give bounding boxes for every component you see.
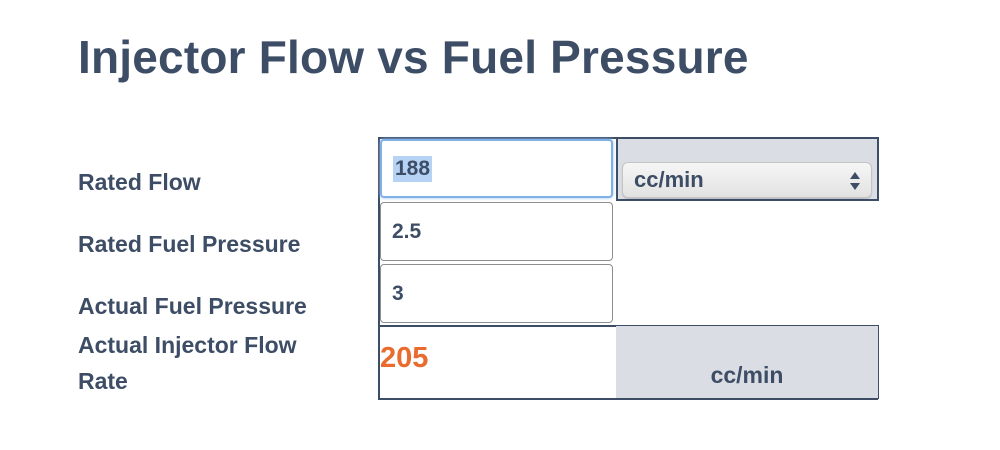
actual-injector-flow-label-line2: Rate [78, 368, 128, 394]
actual-injector-flow-label-line1: Actual Injector Flow [78, 332, 297, 358]
table-border-bottom [378, 398, 878, 400]
rated-flow-value: 188 [393, 155, 433, 182]
actual-fuel-pressure-value: 3 [392, 281, 404, 305]
injector-flow-result: 205 [380, 342, 429, 374]
flow-unit-select-value: cc/min [634, 167, 704, 192]
table-divider-top [616, 137, 618, 201]
table-border-right-top [877, 137, 879, 201]
flow-unit-select[interactable]: cc/min [622, 162, 872, 198]
table-border-result-top [378, 325, 878, 327]
actual-fuel-pressure-input[interactable]: 3 [380, 264, 613, 323]
rated-flow-label: Rated Flow [78, 169, 201, 195]
rated-flow-input[interactable]: 188 [380, 139, 613, 198]
table-border-select-bottom [616, 199, 878, 201]
table-border-top [378, 137, 878, 139]
table-border-left [378, 137, 380, 399]
result-unit-cell: cc/min [616, 326, 878, 398]
rated-fuel-pressure-input[interactable]: 2.5 [380, 202, 613, 261]
select-arrows-icon [850, 172, 860, 190]
page-title: Injector Flow vs Fuel Pressure [78, 31, 749, 83]
actual-injector-flow-label: Actual Injector Flow Rate [78, 327, 297, 399]
result-unit: cc/min [710, 362, 784, 388]
rated-fuel-pressure-value: 2.5 [392, 219, 422, 243]
rated-fuel-pressure-label: Rated Fuel Pressure [78, 231, 301, 257]
actual-fuel-pressure-label: Actual Fuel Pressure [78, 293, 307, 319]
